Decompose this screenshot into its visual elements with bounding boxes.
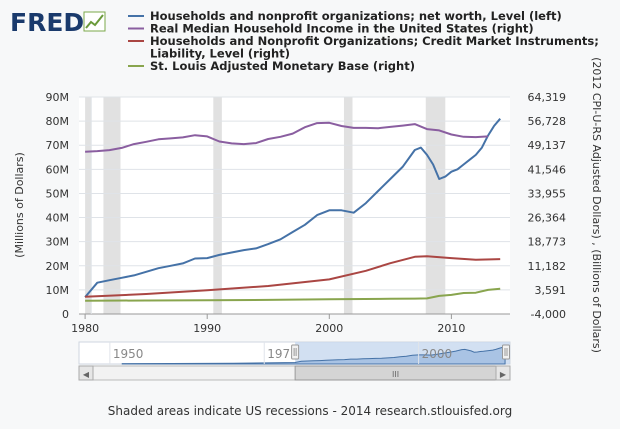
fred-logo[interactable]: FRED	[10, 8, 106, 37]
legend-entry-text: Households and Nonprofit Organizations; …	[150, 34, 599, 48]
right-tick-label: 33,955	[528, 187, 567, 200]
left-tick-label: 60M	[46, 163, 70, 176]
left-axis-title: (Millions of Dollars)	[13, 152, 26, 258]
navigator-tick-label: 1975	[267, 347, 298, 361]
scroll-left-arrow-icon: ◀	[83, 370, 90, 379]
x-tick-label: 2000	[315, 322, 343, 335]
right-tick-label: 64,319	[528, 91, 567, 104]
series-line	[84, 118, 501, 298]
left-tick-label: 80M	[46, 115, 70, 128]
handle-body	[502, 344, 510, 360]
recession-band	[213, 97, 222, 314]
range-navigator[interactable]: 1950 1975 2000	[78, 341, 511, 365]
scroll-right-button[interactable]	[495, 365, 511, 381]
recession-band	[425, 97, 446, 314]
x-tick-label: 2010	[437, 322, 465, 335]
legend-entry-text: Real Median Household Income in the Unit…	[150, 22, 534, 36]
left-tick-label: 90M	[46, 91, 70, 104]
navigator-ticks: 1950 1975 2000	[109, 342, 453, 364]
right-axis-ticks: -4,000 3,591 11,182 18,773 26,364 33,955 41,54…	[528, 91, 567, 321]
scrollbar-grip-icon: III	[392, 370, 399, 379]
gridlines	[79, 96, 510, 315]
series-line	[85, 121, 489, 153]
navigator-tick-label: 2000	[422, 347, 453, 361]
right-tick-label: 18,773	[528, 236, 567, 249]
left-tick-label: 30M	[46, 236, 70, 249]
left-tick-label: 20M	[46, 260, 70, 273]
right-axis-title: (2012 CPI-U-RS Adjusted Dollars) , (Bill…	[590, 57, 603, 353]
left-tick-label: 50M	[46, 187, 70, 200]
legend-entry-text: St. Louis Adjusted Monetary Base (right)	[150, 59, 415, 73]
x-axis-ticks: 1980 1990 2000 2010	[71, 314, 465, 335]
left-tick-label: 40M	[46, 212, 70, 225]
navigator-tick-label: 1950	[113, 347, 144, 361]
footer-note: Shaded areas indicate US recessions - 20…	[108, 404, 512, 418]
scrollbar[interactable]: ◀ III ▶	[78, 365, 511, 381]
left-axis-ticks: 0 10M 20M 30M 40M 50M 60M 70M 80M 90M	[46, 91, 70, 321]
chart-legend: Households and nonprofit organizations; …	[128, 9, 599, 73]
right-tick-label: -4,000	[531, 308, 566, 321]
navigator-left-handle[interactable]	[291, 344, 300, 360]
right-tick-label: 56,728	[528, 115, 567, 128]
series-lines	[84, 118, 501, 302]
right-tick-label: 26,364	[528, 212, 567, 225]
right-tick-label: 49,137	[528, 139, 567, 152]
legend-entry-text: Liability, Level (right)	[150, 47, 290, 61]
plot-background	[79, 97, 510, 314]
fred-logo-graph-icon	[83, 11, 106, 32]
recession-band	[343, 97, 353, 314]
x-tick-label: 1980	[71, 322, 99, 335]
plot-area: 0 10M 20M 30M 40M 50M 60M 70M 80M 90M -4,000 3,591…	[46, 91, 567, 335]
navigator-right-handle[interactable]	[502, 344, 510, 360]
series-line	[85, 287, 501, 302]
fred-logo-text: FRED	[10, 8, 84, 37]
recession-band	[85, 97, 92, 314]
scroll-left-button[interactable]	[78, 365, 94, 381]
right-tick-label: 11,182	[528, 260, 567, 273]
legend-entry-text: Households and nonprofit organizations; …	[150, 9, 562, 23]
x-tick-label: 1990	[193, 322, 221, 335]
right-tick-label: 3,591	[535, 284, 567, 297]
left-tick-label: 10M	[46, 284, 70, 297]
navigator-series-area	[121, 346, 506, 365]
series-line	[85, 255, 501, 298]
left-tick-label: 0	[62, 308, 69, 321]
scroll-right-arrow-icon: ▶	[500, 370, 507, 379]
right-tick-label: 41,546	[528, 163, 567, 176]
left-tick-label: 70M	[46, 139, 70, 152]
handle-body	[291, 344, 300, 360]
